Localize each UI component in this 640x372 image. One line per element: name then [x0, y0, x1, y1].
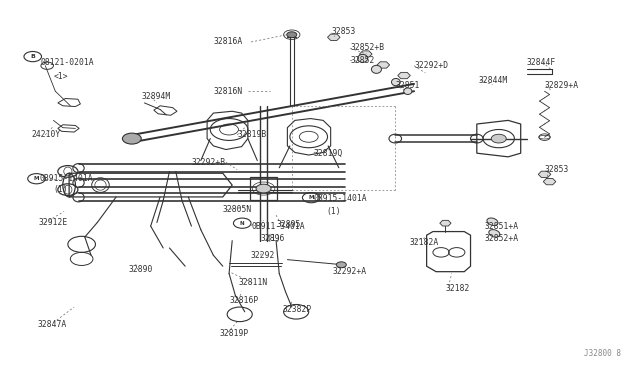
- Text: 32853: 32853: [332, 26, 356, 36]
- Text: 32811N: 32811N: [239, 278, 268, 287]
- Text: 32851+A: 32851+A: [484, 222, 518, 231]
- Polygon shape: [398, 73, 410, 79]
- Text: 32896: 32896: [260, 234, 285, 243]
- Text: J32800 8: J32800 8: [584, 349, 621, 358]
- Text: N: N: [240, 221, 244, 226]
- Text: 32844M: 32844M: [478, 76, 508, 85]
- Text: 0B911-3401A: 0B911-3401A: [251, 222, 305, 231]
- Text: <1>: <1>: [54, 72, 68, 81]
- Text: 32852+B: 32852+B: [350, 43, 384, 52]
- Text: 0B915-1401A: 0B915-1401A: [314, 194, 367, 203]
- Polygon shape: [328, 34, 340, 41]
- Text: 24210Y: 24210Y: [31, 131, 61, 140]
- Ellipse shape: [392, 78, 400, 86]
- Polygon shape: [538, 171, 551, 177]
- Text: (1): (1): [267, 234, 282, 243]
- Text: 32292+D: 32292+D: [414, 61, 448, 70]
- Text: 32382P: 32382P: [282, 305, 312, 314]
- Text: 32292+B: 32292+B: [191, 158, 225, 167]
- Text: 32852: 32852: [350, 56, 374, 65]
- Text: 32847A: 32847A: [38, 320, 67, 329]
- Text: 32890: 32890: [129, 265, 153, 274]
- Polygon shape: [543, 179, 556, 185]
- Text: 32292: 32292: [251, 251, 275, 260]
- Polygon shape: [360, 51, 372, 57]
- Text: 32182A: 32182A: [410, 238, 439, 247]
- Text: 32816A: 32816A: [213, 38, 243, 46]
- Ellipse shape: [371, 65, 381, 73]
- Text: M: M: [308, 195, 314, 200]
- Circle shape: [256, 184, 271, 193]
- Text: 32851: 32851: [396, 81, 420, 90]
- Polygon shape: [377, 62, 390, 68]
- Text: 32819B: 32819B: [237, 131, 266, 140]
- Text: 32852+A: 32852+A: [484, 234, 518, 243]
- Text: 32819Q: 32819Q: [314, 149, 343, 158]
- Text: 32805N: 32805N: [223, 205, 252, 214]
- Text: 32816N: 32816N: [213, 87, 243, 96]
- Text: 32816P: 32816P: [229, 296, 259, 305]
- Ellipse shape: [489, 230, 500, 237]
- Text: 32844F: 32844F: [527, 58, 556, 67]
- Polygon shape: [440, 220, 451, 226]
- Ellipse shape: [404, 88, 412, 94]
- Circle shape: [122, 133, 141, 144]
- Text: 32829+A: 32829+A: [545, 81, 579, 90]
- Text: 0B915-1401A: 0B915-1401A: [39, 174, 93, 183]
- Text: 32895: 32895: [276, 220, 300, 229]
- Circle shape: [492, 134, 506, 143]
- Text: (1): (1): [54, 185, 68, 194]
- Text: 08121-0201A: 08121-0201A: [41, 58, 95, 67]
- Circle shape: [287, 32, 297, 38]
- Text: 32894M: 32894M: [141, 92, 170, 101]
- Circle shape: [336, 262, 346, 268]
- Text: 32853: 32853: [545, 165, 569, 174]
- Text: 32819P: 32819P: [220, 329, 249, 338]
- Text: M: M: [34, 176, 39, 181]
- Ellipse shape: [487, 218, 498, 225]
- Ellipse shape: [358, 54, 367, 62]
- Text: 32182: 32182: [445, 283, 470, 292]
- Text: 32292+A: 32292+A: [333, 267, 367, 276]
- Text: (1): (1): [326, 207, 341, 216]
- Text: B: B: [30, 54, 35, 59]
- Text: 32912E: 32912E: [39, 218, 68, 227]
